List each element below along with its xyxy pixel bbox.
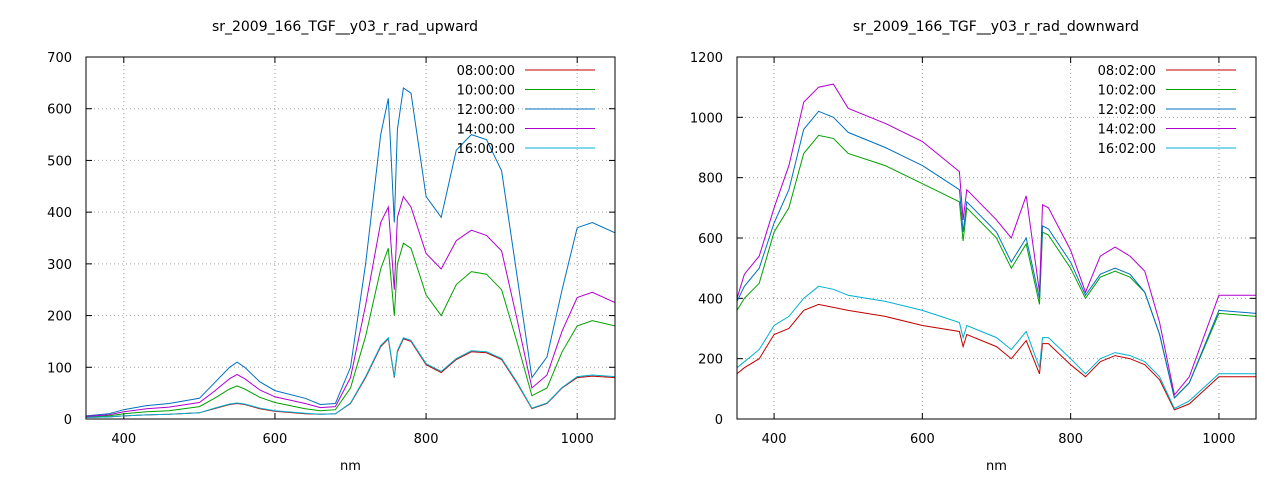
y-tick-label: 600 <box>698 232 723 247</box>
x-tick-label: 600 <box>263 432 288 447</box>
y-tick-label: 700 <box>47 51 72 66</box>
series-line-2 <box>86 242 615 418</box>
series-line-4 <box>86 195 615 417</box>
y-tick-label: 400 <box>698 292 723 307</box>
chart-title: sr_2009_166_TGF__y03_r_rad_upward <box>212 19 478 35</box>
x-tick-label: 800 <box>1058 432 1083 447</box>
legend-label: 14:00:00 <box>457 123 515 138</box>
y-tick-label: 600 <box>47 103 72 118</box>
series-line-2 <box>737 134 1256 399</box>
y-tick-label: 200 <box>698 353 723 368</box>
legend-label: 12:02:00 <box>1098 103 1156 118</box>
y-tick-label: 200 <box>47 310 72 325</box>
y-tick-label: 800 <box>698 172 723 187</box>
series-line-5 <box>86 336 615 418</box>
x-tick-label: 400 <box>762 432 787 447</box>
legend-label: 08:02:00 <box>1098 64 1156 79</box>
x-tick-label: 800 <box>414 432 439 447</box>
legend-label: 10:02:00 <box>1098 84 1156 99</box>
y-tick-label: 500 <box>47 154 72 169</box>
series-line-3 <box>86 87 615 417</box>
y-tick-label: 1000 <box>690 111 723 126</box>
legend-label: 16:02:00 <box>1098 142 1156 157</box>
x-tick-label: 400 <box>111 432 136 447</box>
chart-title: sr_2009_166_TGF__y03_r_rad_downward <box>853 19 1139 35</box>
x-tick-label: 1000 <box>561 432 594 447</box>
x-tick-label: 1000 <box>1202 432 1235 447</box>
plot-frame <box>736 56 1257 420</box>
series-line-1 <box>737 303 1256 411</box>
series-line-5 <box>737 285 1256 410</box>
y-tick-label: 300 <box>47 258 72 273</box>
y-tick-label: 1200 <box>690 51 723 66</box>
chart-panel-1: sr_2009_166_TGF__y03_r_rad_upward 400 600 8… <box>47 19 616 474</box>
x-tick-label: 600 <box>910 432 935 447</box>
x-axis-label: nm <box>986 459 1007 474</box>
y-tick-label: 100 <box>47 361 72 376</box>
y-tick-label: 0 <box>715 413 723 428</box>
legend-label: 14:02:00 <box>1098 123 1156 138</box>
series-line-3 <box>737 110 1256 399</box>
legend-label: 10:00:00 <box>457 84 515 99</box>
legend-label: 12:00:00 <box>457 103 515 118</box>
series-line-4 <box>737 83 1256 397</box>
legend-label: 16:00:00 <box>457 142 515 157</box>
legend-label: 08:00:00 <box>457 64 515 79</box>
chart-panel-2: sr_2009_166_TGF__y03_r_rad_downward 400 60… <box>690 19 1257 474</box>
y-tick-label: 400 <box>47 206 72 221</box>
x-axis-label: nm <box>340 459 361 474</box>
plot-frame <box>85 56 616 420</box>
y-tick-label: 0 <box>64 413 72 428</box>
